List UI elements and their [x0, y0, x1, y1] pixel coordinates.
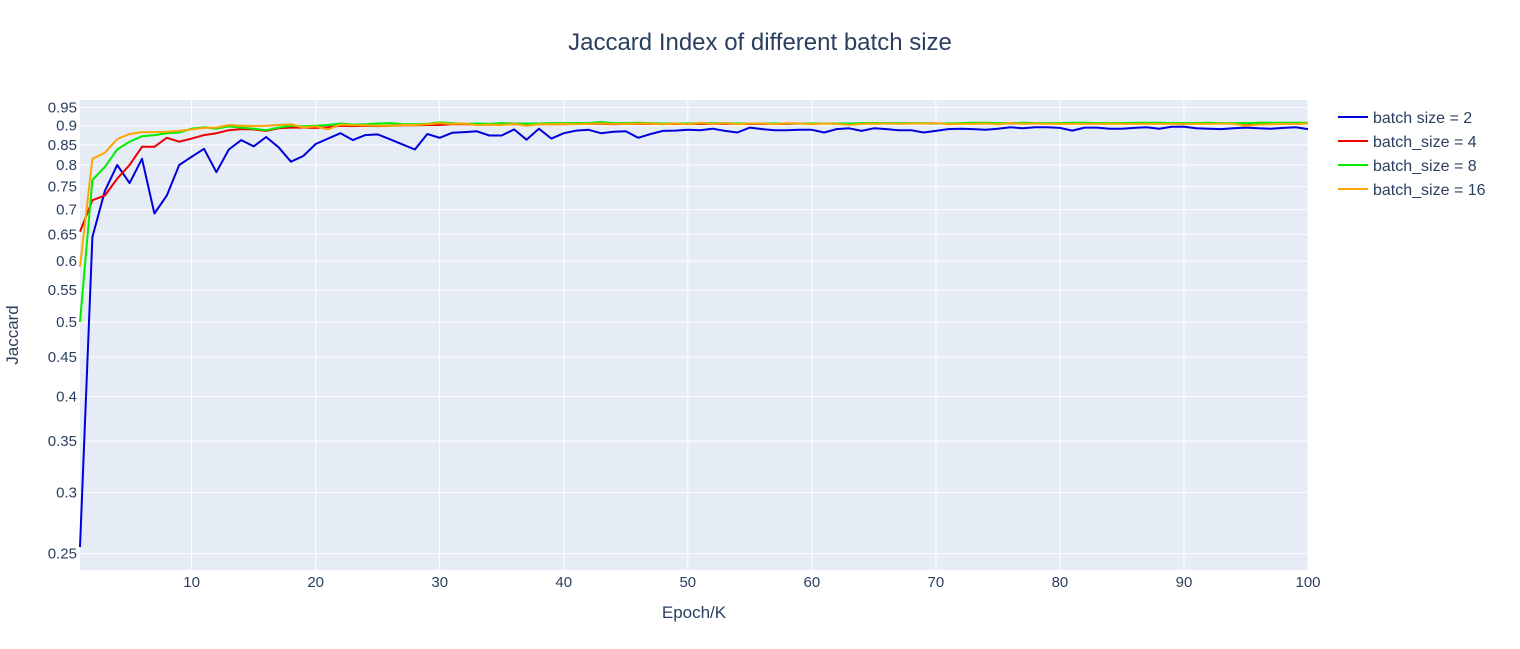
y-tick-label: 0.7 [56, 202, 77, 219]
y-tick-labels: 0.25 0.3 0.35 0.4 0.45 0.5 0.55 0.6 0.65 0.7 0.75 0… [48, 100, 77, 563]
y-tick-label: 0.85 [48, 137, 77, 154]
y-tick-label: 0.35 [48, 433, 77, 450]
x-tick-label: 60 [803, 574, 820, 591]
series-lines [79, 121, 1309, 548]
y-tick-label: 0.3 [56, 485, 77, 502]
y-tick-label: 0.55 [48, 282, 77, 299]
x-tick-label: 80 [1052, 574, 1069, 591]
x-axis-title: Epoch/K [662, 603, 727, 622]
x-tick-labels: 10 20 30 40 50 60 70 80 90 100 [183, 574, 1320, 591]
y-tick-label: 0.25 [48, 546, 77, 563]
y-tick-label: 0.5 [56, 314, 77, 331]
legend[interactable]: batch size = 2 batch_size = 4 batch_size =… [1338, 110, 1486, 199]
chart-title: Jaccard Index of different batch size [568, 29, 952, 56]
legend-item[interactable]: batch_size = 8 [1338, 158, 1477, 175]
plot-area [80, 100, 1308, 570]
y-axis-title: Jaccard [3, 305, 22, 365]
legend-item[interactable]: batch_size = 4 [1338, 134, 1477, 151]
x-gridlines [191, 100, 1309, 570]
y-tick-label: 0.4 [56, 389, 77, 406]
y-gridlines [80, 107, 1308, 555]
x-tick-label: 40 [555, 574, 572, 591]
series-line-4 [79, 121, 1309, 267]
y-tick-label: 0.65 [48, 226, 77, 243]
legend-label: batch size = 2 [1373, 110, 1472, 127]
x-tick-label: 50 [679, 574, 696, 591]
series-line-1 [79, 125, 1309, 548]
y-tick-label: 0.95 [48, 100, 77, 117]
y-tick-label: 0.8 [56, 157, 77, 174]
legend-item[interactable]: batch size = 2 [1338, 110, 1472, 127]
legend-label: batch_size = 4 [1373, 134, 1477, 151]
x-tick-label: 20 [307, 574, 324, 591]
y-tick-label: 0.45 [48, 349, 77, 366]
x-tick-label: 10 [183, 574, 200, 591]
legend-item[interactable]: batch_size = 16 [1338, 182, 1486, 199]
y-tick-label: 0.6 [56, 253, 77, 270]
y-tick-label: 0.75 [48, 179, 77, 196]
x-tick-label: 100 [1295, 574, 1320, 591]
x-tick-label: 70 [928, 574, 945, 591]
x-tick-label: 30 [431, 574, 448, 591]
legend-label: batch_size = 8 [1373, 158, 1477, 175]
y-tick-label: 0.9 [56, 118, 77, 135]
legend-label: batch_size = 16 [1373, 182, 1486, 199]
x-tick-label: 90 [1176, 574, 1193, 591]
